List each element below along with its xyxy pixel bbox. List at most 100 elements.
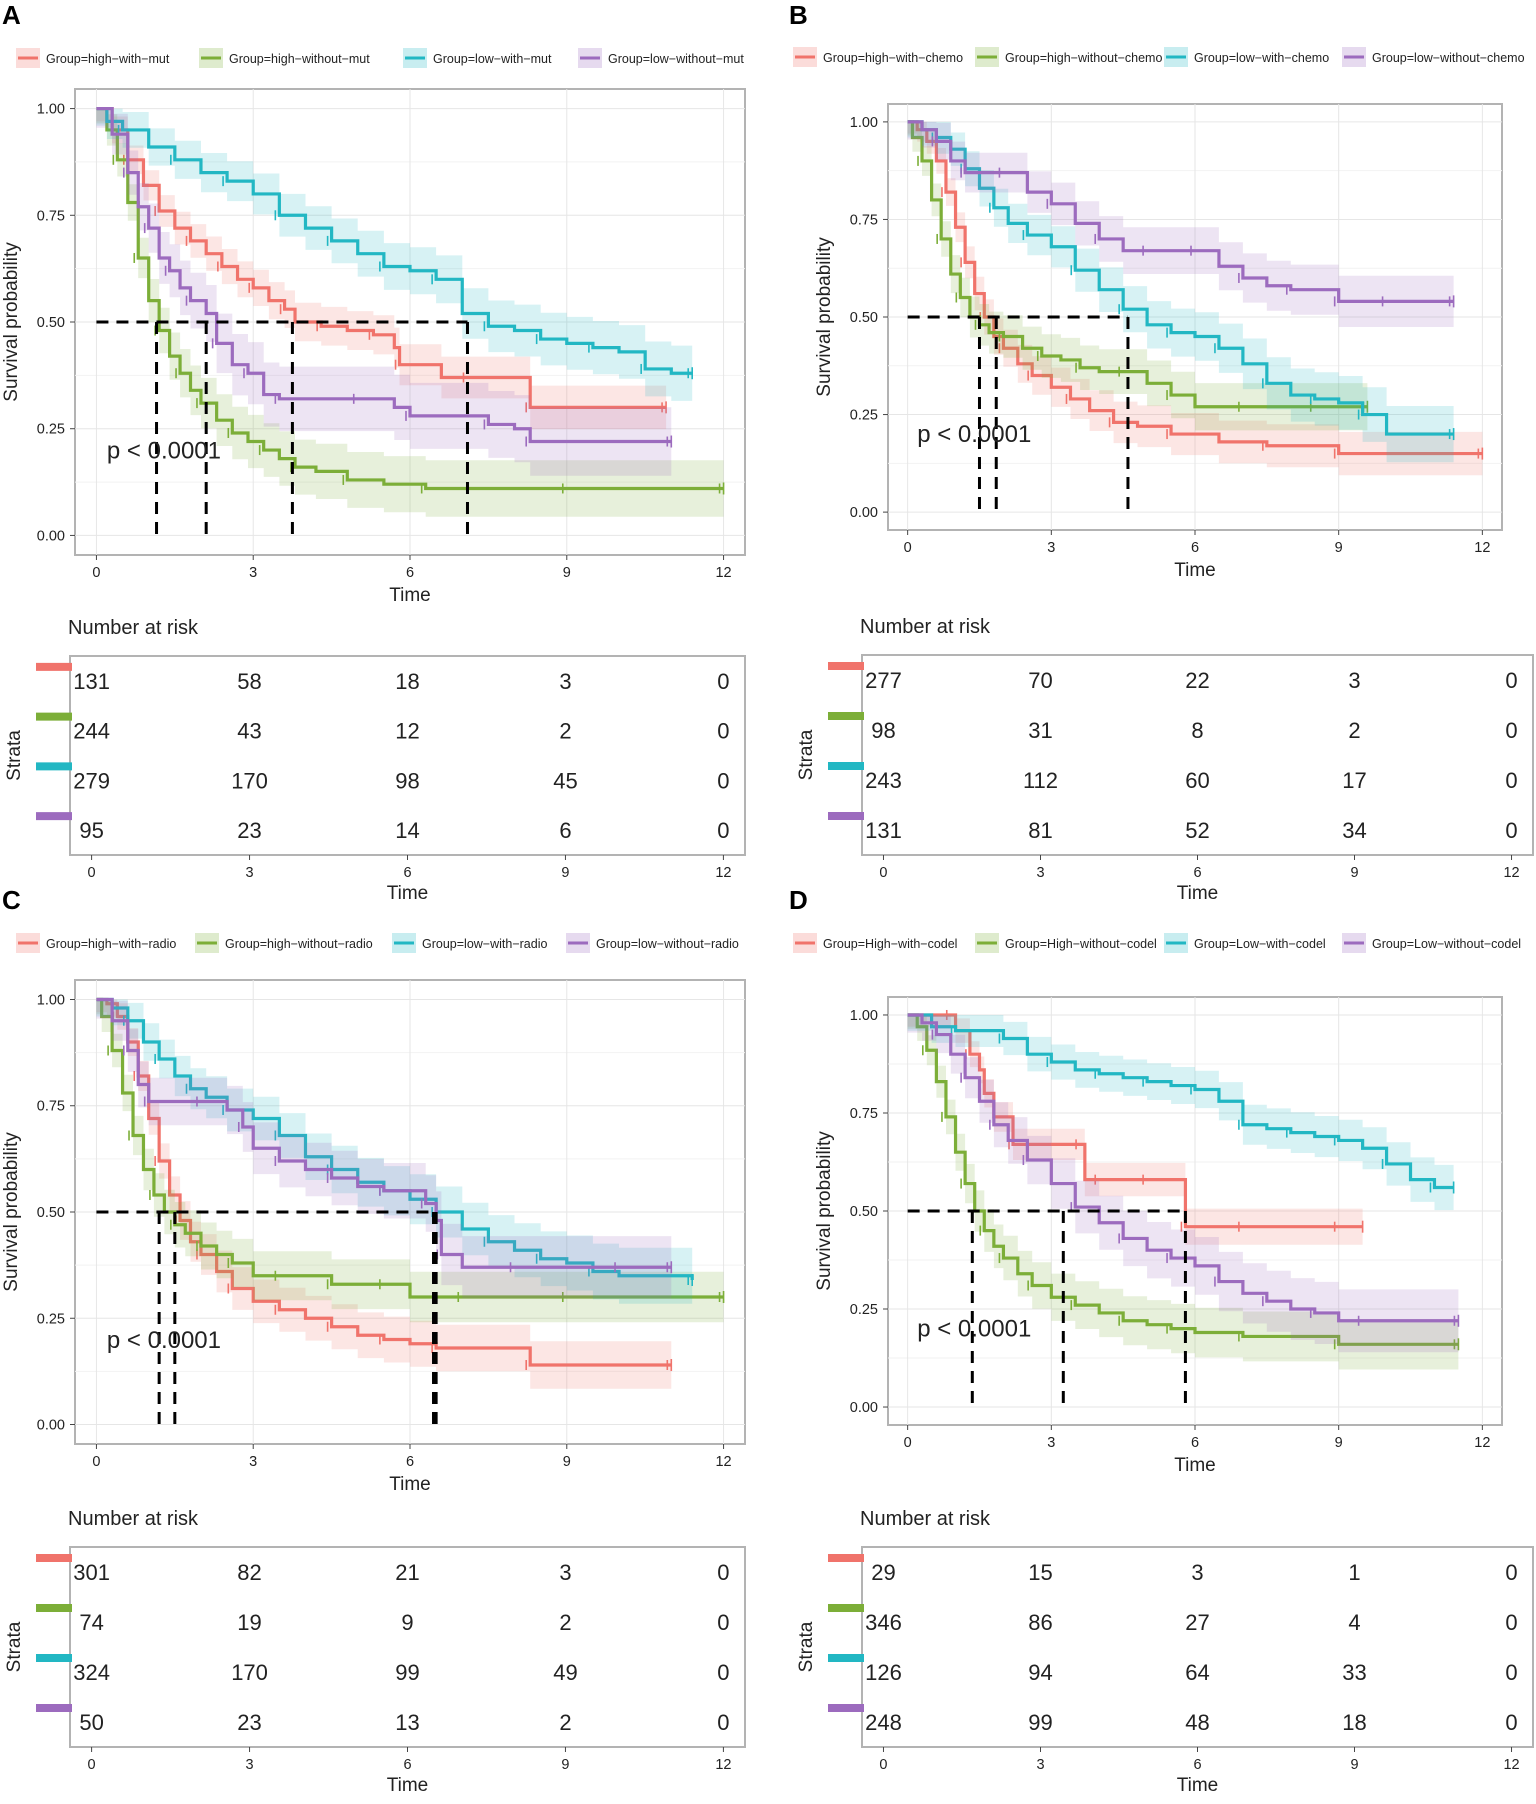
risk-count: 19 [237,1610,261,1635]
risk-count: 48 [1185,1710,1209,1735]
risk-count: 34 [1342,818,1366,843]
survival-curve-low-without-chemo [907,120,1454,303]
risk-x-tick-label: 9 [561,1757,569,1773]
risk-count: 95 [79,818,103,843]
x-tick-label: 3 [249,1454,257,1470]
p-value-label: p < 0.0001 [917,421,1031,448]
ci-band-high-with-mut [96,108,667,430]
x-axis-label: Time [389,585,431,606]
x-tick-label: 6 [1191,1435,1199,1451]
risk-y-axis-label: Strata [4,730,25,781]
y-tick-label: 0.50 [850,310,878,326]
risk-table-title: Number at risk [68,1508,199,1530]
legend-label-3: Group=low−with−radio [422,937,547,951]
risk-count: 23 [237,1710,261,1735]
survival-curve-High-without-codel [907,1013,1459,1346]
legend-label-4: Group=low−without−mut [608,52,744,66]
risk-count: 98 [395,768,419,793]
panel-letter: A [2,0,21,30]
legend-label-1: Group=high−with−mut [46,52,170,66]
plot-area: 0.00 0.25 0.50 0.75 1.00 0 3 6 9 12 Time Survival p… [1,88,746,606]
risk-count: 170 [231,1660,268,1685]
ci-band-High-with-codel [907,1015,1363,1245]
p-value-label: p < 0.0001 [107,1327,221,1354]
ci-band-high-with-radio [96,999,672,1389]
risk-count: 346 [865,1610,902,1635]
survival-curve-Low-without-codel [907,1013,1459,1323]
risk-count: 324 [73,1660,110,1685]
risk-count: 12 [395,719,419,744]
survival-curve-low-with-mut [96,106,693,375]
y-axis-label: Survival probability [1,242,22,402]
x-tick-label: 3 [1047,1435,1055,1451]
risk-count: 22 [1185,668,1209,693]
y-tick-label: 0.00 [37,1418,65,1434]
legend-label-2: Group=high−without−radio [225,937,373,951]
risk-count: 99 [395,1660,419,1685]
legend: Group=high−with−chemo Group=high−without−… [793,47,1525,67]
risk-count: 0 [1505,1710,1517,1735]
legend-label-3: Group=low−with−mut [433,52,552,66]
ci-band-low-without-mut [96,108,672,476]
risk-table-frame [69,1546,746,1748]
risk-count: 4 [1348,1610,1360,1635]
legend-label-4: Group=Low−without−codel [1372,937,1521,951]
risk-count: 131 [865,818,902,843]
risk-count: 52 [1185,818,1209,843]
x-tick-label: 6 [406,1454,414,1470]
risk-count: 81 [1028,818,1052,843]
risk-count: 58 [237,669,261,694]
risk-count: 50 [79,1710,103,1735]
x-tick-label: 9 [563,1454,571,1470]
risk-x-axis-label: Time [1177,883,1219,904]
risk-count: 18 [1342,1710,1366,1735]
risk-count: 31 [1028,718,1052,743]
risk-count: 126 [865,1660,902,1685]
panel-letter: C [2,885,21,915]
risk-count: 64 [1185,1660,1209,1685]
risk-count: 3 [559,1560,571,1585]
x-tick-label: 9 [563,565,571,581]
risk-count: 43 [237,719,261,744]
legend-label-2: Group=high−without−chemo [1005,51,1162,65]
p-value-label: p < 0.0001 [917,1315,1031,1342]
risk-count: 18 [395,669,419,694]
risk-count: 29 [871,1560,895,1585]
x-tick-label: 12 [1474,1435,1490,1451]
legend-label-3: Group=Low−with−codel [1194,937,1326,951]
risk-count: 2 [559,719,571,744]
risk-x-tick-label: 12 [1503,865,1519,881]
y-tick-label: 0.00 [850,505,878,521]
risk-count: 8 [1191,718,1203,743]
risk-count: 131 [73,669,110,694]
risk-count: 14 [395,818,419,843]
x-tick-label: 0 [92,1454,100,1470]
risk-count: 0 [1505,1660,1517,1685]
x-tick-label: 3 [1047,540,1055,556]
ci-band-Low-with-codel [907,1015,1454,1211]
risk-x-axis-label: Time [1177,1775,1219,1796]
risk-x-tick-label: 9 [561,865,569,881]
y-tick-label: 0.75 [850,1106,878,1122]
risk-count: 3 [559,669,571,694]
risk-table-title: Number at risk [860,1508,991,1530]
survival-curve-high-without-mut [96,106,724,491]
risk-count: 0 [717,818,729,843]
risk-count: 0 [717,669,729,694]
risk-x-tick-label: 3 [1036,1757,1044,1773]
risk-x-tick-label: 12 [715,865,731,881]
risk-count: 112 [1023,768,1058,793]
risk-count: 301 [73,1560,110,1585]
risk-count: 0 [1505,718,1517,743]
survival-curve-low-without-radio [96,997,672,1269]
risk-count: 86 [1028,1610,1052,1635]
risk-count: 2 [559,1610,571,1635]
risk-count: 277 [865,668,902,693]
legend-label-3: Group=low−with−chemo [1194,51,1329,65]
risk-count: 98 [871,718,895,743]
risk-count: 0 [717,1660,729,1685]
survival-curve-high-without-radio [96,997,724,1299]
ci-band-Low-without-codel [907,1015,1459,1353]
risk-table-frame [861,654,1534,856]
